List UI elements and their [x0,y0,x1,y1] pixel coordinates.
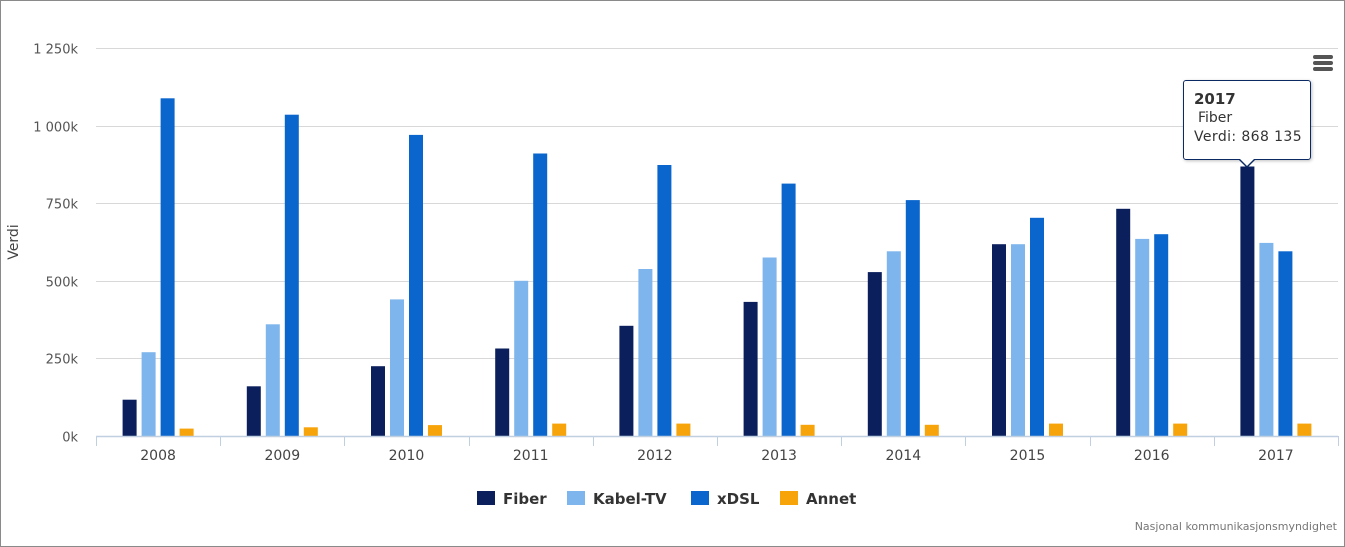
y-tick-label: 750k [46,198,79,213]
bar-kabel-tv-2012[interactable] [638,269,653,436]
bar-annet-2009[interactable] [303,427,318,436]
y-tick-label: 500k [46,276,79,291]
bar-kabel-tv-2010[interactable] [390,299,404,436]
bar-xdsl-2016[interactable] [1154,234,1169,436]
bar-xdsl-2009[interactable] [284,114,299,436]
legend-item-kabel-tv[interactable]: Kabel-TV [567,490,667,508]
legend-item-fiber[interactable]: Fiber [477,490,547,508]
bar-xdsl-2015[interactable] [1030,217,1044,436]
x-tick-label: 2011 [513,448,549,464]
context-menu-button[interactable] [1308,50,1340,78]
bar-xdsl-2010[interactable] [409,134,423,436]
legend-symbol [691,491,709,505]
legend-label: xDSL [717,490,760,508]
y-tick-label: 250k [46,353,79,368]
x-tick-label: 2012 [637,448,673,464]
x-tick-label: 2017 [1258,448,1294,464]
tooltip-series: Fiber [1198,110,1233,126]
bar-annet-2012[interactable] [676,423,691,436]
bar-annet-2010[interactable] [428,425,442,436]
legend[interactable]: Fiber Kabel-TV xDSL Annet [477,490,856,508]
bar-annet-2016[interactable] [1173,423,1188,436]
bar-fiber-2014[interactable] [867,272,882,436]
y-tick-label: 0k [62,431,78,446]
hamburger-menu-icon [1313,55,1333,59]
tooltip-title: 2017 [1194,90,1236,108]
bar-fiber-2010[interactable] [371,366,385,436]
bar-annet-2014[interactable] [924,424,939,436]
bar-kabel-tv-2014[interactable] [886,251,901,436]
legend-item-annet[interactable]: Annet [780,490,856,508]
bar-kabel-tv-2016[interactable] [1135,238,1150,436]
tooltip: 2017 Fiber Verdi: 868 135 [1183,80,1311,160]
bar-xdsl-2008[interactable] [160,98,175,437]
legend-label: Kabel-TV [593,490,667,508]
tooltip-value: Verdi: 868 135 [1194,129,1303,145]
y-tick-label: 1 250k [33,43,78,58]
hamburger-menu-icon-line [1313,67,1333,71]
legend-symbol [567,491,585,505]
bar-kabel-tv-2011[interactable] [514,280,529,436]
x-tick-label: 2010 [389,448,425,464]
y-axis-title: Verdi [6,224,22,259]
y-tick-label: 1 000k [33,121,78,136]
legend-label: Fiber [503,490,547,508]
bar-annet-2013[interactable] [800,424,815,436]
credits[interactable]: Nasjonal kommunikasjonsmyndighet [1134,520,1337,533]
bar-fiber-2009[interactable] [246,386,261,436]
bars [122,98,1312,437]
bar-fiber-2015[interactable] [992,244,1006,436]
bar-xdsl-2017[interactable] [1278,251,1293,436]
bar-fiber-2017[interactable] [1240,166,1255,437]
bar-fiber-2012[interactable] [619,325,634,436]
bar-kabel-tv-2017[interactable] [1259,242,1274,436]
bar-fiber-2011[interactable] [495,348,510,437]
bar-fiber-2016[interactable] [1116,208,1131,436]
bar-xdsl-2011[interactable] [533,153,548,437]
bar-fiber-2013[interactable] [743,301,758,436]
grid-lines [96,48,1338,359]
bar-kabel-tv-2015[interactable] [1011,244,1025,436]
bar-kabel-tv-2013[interactable] [762,257,777,437]
legend-symbol [780,491,798,505]
x-tick-label: 2016 [1134,448,1170,464]
bar-kabel-tv-2008[interactable] [141,352,156,436]
tooltip-pointer-fill [1239,158,1255,166]
x-tick-label: 2008 [140,448,176,464]
y-axis: 0k 250k 500k 750k 1 000k 1 250k [33,43,78,446]
bar-annet-2011[interactable] [552,423,567,436]
bar-xdsl-2012[interactable] [657,165,672,436]
bar-annet-2008[interactable] [179,428,194,436]
legend-symbol [477,491,495,505]
bar-kabel-tv-2009[interactable] [265,324,280,436]
x-axis: 2008 2009 2010 2011 2012 2013 2014 2015 2016 2017 [96,435,1339,464]
bar-annet-2017[interactable] [1297,423,1312,436]
x-tick-label: 2015 [1010,448,1046,464]
bar-xdsl-2013[interactable] [781,183,796,436]
bar-xdsl-2014[interactable] [905,200,920,436]
hamburger-menu-icon-line [1313,61,1333,65]
legend-label: Annet [806,490,856,508]
x-tick-label: 2009 [264,448,300,464]
x-tick-label: 2014 [885,448,921,464]
bar-fiber-2008[interactable] [122,399,137,436]
x-tick-label: 2013 [761,448,797,464]
legend-item-xdsl[interactable]: xDSL [691,490,760,508]
bar-annet-2015[interactable] [1049,423,1063,436]
